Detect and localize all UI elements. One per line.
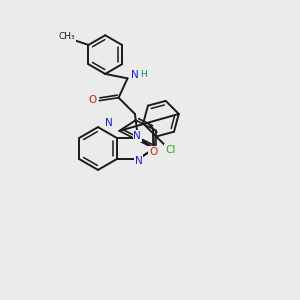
Text: N: N	[131, 70, 139, 80]
Text: O: O	[149, 147, 157, 157]
Text: N: N	[105, 118, 113, 128]
Text: O: O	[88, 95, 97, 105]
Text: N: N	[134, 131, 141, 141]
Text: CH₃: CH₃	[58, 32, 75, 41]
Text: Cl: Cl	[165, 145, 176, 155]
Text: N: N	[135, 156, 142, 166]
Text: H: H	[140, 70, 147, 79]
